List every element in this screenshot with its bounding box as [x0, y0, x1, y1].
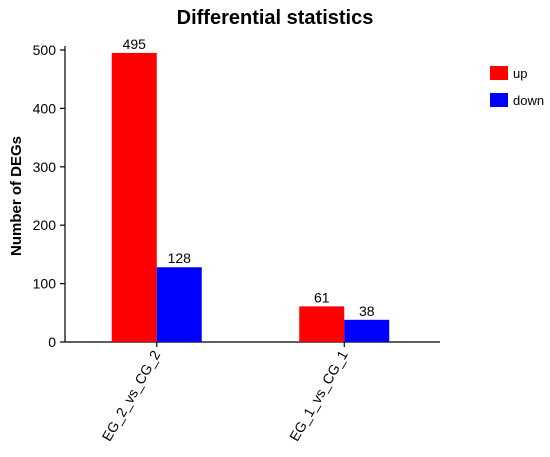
- y-tick-label: 200: [33, 217, 57, 233]
- y-tick-label: 500: [33, 42, 57, 58]
- data-labels: 495 128 61 38: [123, 36, 375, 319]
- legend-swatch-down: [490, 93, 508, 107]
- data-label-down-2: 38: [359, 303, 375, 319]
- legend: up down: [490, 66, 544, 108]
- bar-up-1: [111, 52, 157, 343]
- x-tick-label: EG_2_vs_CG_2: [99, 347, 164, 443]
- y-tick-label: 300: [33, 159, 57, 175]
- y-tick-label: 100: [33, 276, 57, 292]
- bar-down-2: [344, 319, 390, 342]
- y-tick-label: 0: [48, 334, 56, 350]
- x-tick-label: EG_1_vs_CG_1: [286, 347, 351, 443]
- x-tick-labels: EG_2_vs_CG_2 EG_1_vs_CG_1: [99, 342, 351, 444]
- y-axis-label: Number of DEGs: [8, 136, 25, 256]
- data-label-up-2: 61: [314, 289, 330, 305]
- y-ticks: 0 100 200 300 400 500: [33, 42, 65, 350]
- bars: [111, 52, 390, 343]
- chart-title: Differential statistics: [177, 7, 374, 29]
- legend-label-up: up: [513, 66, 527, 81]
- bar-up-2: [299, 306, 345, 342]
- legend-swatch-up: [490, 66, 508, 80]
- data-label-up-1: 495: [123, 36, 147, 52]
- bar-down-1: [156, 267, 202, 342]
- legend-label-down: down: [513, 93, 544, 108]
- y-tick-label: 400: [33, 100, 57, 116]
- data-label-down-1: 128: [168, 250, 192, 266]
